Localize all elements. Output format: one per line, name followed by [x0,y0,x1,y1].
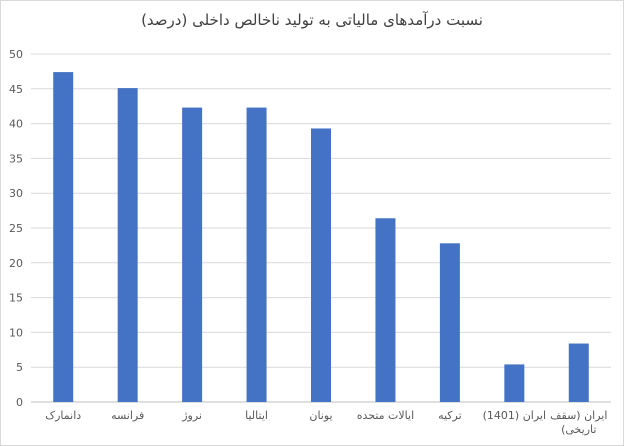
bar [117,88,138,402]
x-category-label: ترکیه [438,409,462,422]
x-category-label: تاریخی) [561,423,596,436]
y-tick-label: 25 [9,222,23,235]
y-tick-label: 35 [9,152,23,165]
bar [182,107,203,402]
bar [439,243,460,402]
chart-title: نسبت درآمدهای مالیاتی به تولید ناخالص دا… [141,11,483,29]
x-category-label: ایتالیا [245,409,268,422]
y-tick-label: 45 [9,83,23,96]
y-tick-label: 50 [9,48,23,61]
y-tick-label: 30 [9,187,23,200]
x-category-label: یونان [309,409,332,422]
bar [246,107,267,402]
y-tick-label: 0 [16,396,23,409]
x-category-label: ایران (1401) [483,409,546,422]
x-category-label: ایالات متحده [357,409,414,422]
bar [504,364,525,402]
bar [53,72,74,402]
x-category-label: دانمارک [45,409,81,422]
y-tick-label: 40 [9,118,23,131]
x-category-label: نروژ [181,409,202,422]
x-category-label: فرانسه [111,409,144,422]
x-category-label: ایران (سقف [550,409,607,422]
bar [311,128,331,403]
y-tick-label: 15 [9,292,23,305]
bar [568,343,589,402]
y-tick-label: 20 [9,257,23,270]
y-tick-label: 10 [9,326,23,339]
bar [375,218,396,402]
y-tick-label: 5 [16,361,23,374]
